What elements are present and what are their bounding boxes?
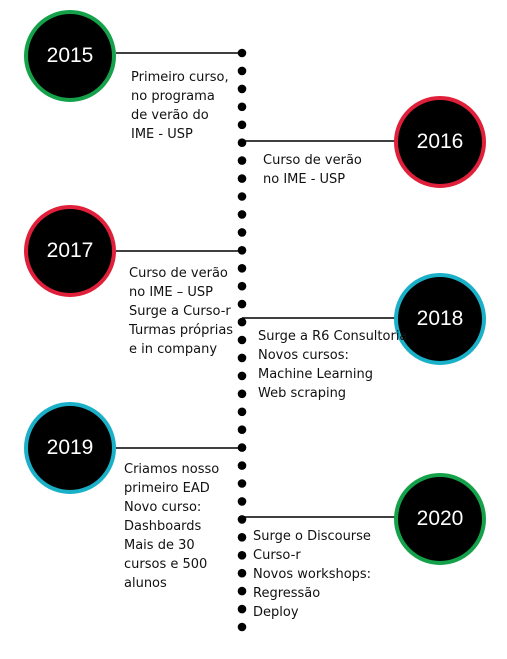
event-line: primeiro EAD [124,481,210,496]
year-label: 2017 [46,239,94,262]
year-circle-2016: 2016 [394,96,486,188]
event-line: Deploy [253,605,299,620]
event-line: Web scraping [258,386,347,401]
event-line: Machine Learning [258,367,373,382]
year-label: 2018 [416,307,464,330]
year-circle-2015: 2015 [24,10,116,102]
timeline-dot [237,533,247,542]
event-line: de verão do [131,108,209,123]
year-circle-2018: 2018 [394,273,486,365]
year-label: 2019 [46,436,94,459]
year-label: 2015 [46,44,94,67]
timeline-dot [237,389,247,399]
event-line: Turmas próprias [129,323,234,338]
timeline-dot [237,497,247,506]
event-line: Mais de 30 [124,538,195,553]
timeline-dot [237,371,247,381]
event-line: Surge a Curso-r [129,304,231,319]
event-line: cursos e 500 [124,557,208,572]
year-circle-2020: 2020 [394,473,486,565]
event-line: Primeiro curso, [131,70,229,85]
event-line: Novos workshops: [253,567,372,582]
timeline-dot [237,622,247,632]
timeline-dot [237,479,247,488]
event-line: no IME - USP [263,172,346,187]
timeline-dot [237,138,247,147]
timeline-dot [237,604,247,614]
event-description-2019: Criamos nosso primeiro EAD Novo curso: D… [124,460,219,593]
event-description-2018: Surge a R6 Consultoria Novos cursos: Mac… [258,327,407,403]
timeline-dot [237,299,247,309]
timeline-dot [237,102,247,112]
year-label: 2016 [416,130,464,153]
event-line: Novos cursos: [258,348,349,363]
event-description-2020: Surge o Discourse Curso-r Novos workshop… [253,527,371,622]
event-line: Curso-r [253,548,301,563]
year-label: 2020 [416,507,464,530]
timeline-dot [237,461,247,470]
timeline-dot [237,335,247,345]
timeline-dot [237,353,247,363]
timeline-dot [237,66,247,76]
timeline-dot [237,156,247,165]
event-line: Novo curso: [124,500,202,515]
event-line: Surge o Discourse [253,529,371,544]
event-description-2016: Curso de verão no IME - USP [263,151,362,189]
event-line: Regressão [253,586,321,601]
event-line: alunos [124,576,167,591]
timeline-dot [237,228,247,237]
year-circle-2017: 2017 [24,205,116,297]
event-description-2017: Curso de verão no IME – USP Surge a Curs… [129,264,233,359]
timeline-dot [237,210,247,219]
event-line: IME - USP [131,127,193,142]
timeline-dot [237,586,247,596]
timeline-dot [237,317,247,327]
event-line: Criamos nosso [124,462,220,477]
event-line: no IME – USP [129,285,213,300]
event-line: Curso de verão [129,266,228,281]
timeline-dot [237,551,247,560]
timeline-dot [237,568,247,578]
event-line: no programa [131,89,215,104]
timeline-dot [237,281,247,291]
timeline-dot [237,264,247,273]
event-line: e in company [129,342,218,357]
event-line: Curso de verão [263,153,362,168]
timeline-dot [237,174,247,183]
timeline-dot [237,192,247,201]
timeline-dot [237,120,247,130]
timeline-dot [237,84,247,94]
event-line: Dashboards [124,519,202,534]
timeline-dot [237,425,247,435]
event-description-2015: Primeiro curso, no programa de verão do … [131,68,229,144]
year-circle-2019: 2019 [24,402,116,494]
event-line: Surge a R6 Consultoria [258,329,408,344]
timeline-dot [237,407,247,417]
